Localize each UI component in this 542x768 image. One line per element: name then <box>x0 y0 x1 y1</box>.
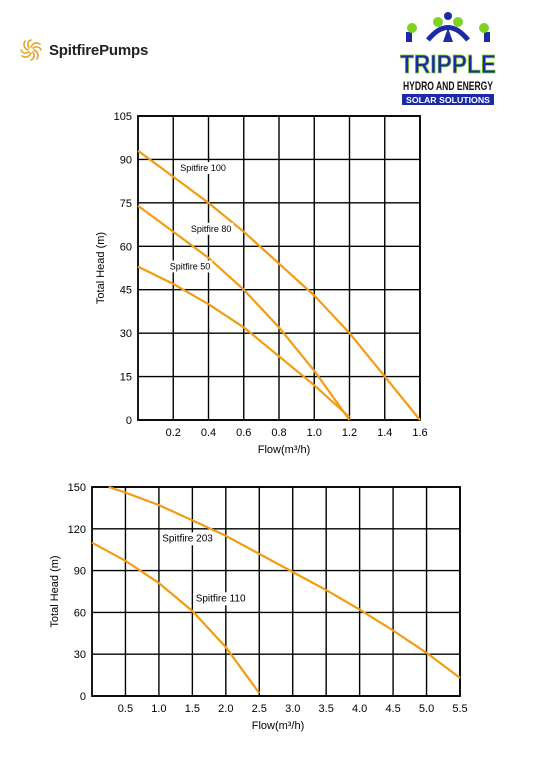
y-tick-label: 90 <box>74 566 86 578</box>
series-label: Spitfire 110 <box>196 593 246 604</box>
series-line-spitfire-100 <box>137 149 421 421</box>
x-tick-label: 5.5 <box>452 703 467 715</box>
logo-arc-icon <box>426 25 470 42</box>
chart-2-grid <box>92 486 461 697</box>
brand-name: SpitfirePumps <box>49 41 149 59</box>
x-tick-label: 2.5 <box>252 703 267 715</box>
chart-large-pumps: 0.5 1.0 1.5 2.0 2.5 3.0 3.5 4.0 4.5 5.0 5.5 0 30 60 90… <box>49 482 468 732</box>
series-label: Spitfire 100 <box>180 163 226 173</box>
y-tick-label: 120 <box>68 524 86 536</box>
series-label-bg <box>178 162 228 175</box>
series-label: Spitfire 203 <box>162 533 213 544</box>
chart-1-frame <box>137 115 421 421</box>
y-axis-label: Total Head (m) <box>95 232 107 304</box>
logo-green-dot-icon <box>407 23 417 33</box>
chart-small-pumps: 0.2 0.4 0.6 0.8 1.0 1.2 1.4 1.6 0 15 30 45 60 75 90 105… <box>95 111 428 456</box>
series-label-bg <box>193 592 248 606</box>
x-tick-label: 5.0 <box>419 703 434 715</box>
x-tick-label: 1.2 <box>342 427 357 439</box>
series-line-spitfire-203 <box>108 485 461 679</box>
y-tick-label: 75 <box>120 198 132 210</box>
series-label-bg <box>167 260 213 273</box>
series-line-spitfire-80 <box>137 204 351 421</box>
x-tick-label: 1.5 <box>185 703 200 715</box>
y-tick-label: 150 <box>68 482 86 494</box>
x-tick-label: 1.6 <box>412 427 427 439</box>
series-line-spitfire-110 <box>91 541 261 694</box>
x-axis-label: Flow(m³/h) <box>252 720 305 732</box>
series-line-spitfire-50 <box>137 265 351 418</box>
logo-line3: SOLAR SOLUTIONS <box>406 96 491 105</box>
series-label: Spitfire 80 <box>191 224 232 234</box>
x-tick-label: 2.0 <box>218 703 233 715</box>
series-label: Spitfire 50 <box>170 261 211 271</box>
y-tick-label: 60 <box>74 607 86 619</box>
y-tick-label: 15 <box>120 372 132 384</box>
x-tick-label: 3.5 <box>319 703 334 715</box>
x-axis-label: Flow(m³/h) <box>258 444 311 456</box>
brand: SpitfirePumps <box>18 38 148 62</box>
y-tick-label: 90 <box>120 154 132 166</box>
x-tick-label: 0.2 <box>166 427 181 439</box>
y-tick-label: 30 <box>120 328 132 340</box>
x-tick-label: 4.5 <box>385 703 400 715</box>
x-tick-label: 4.0 <box>352 703 367 715</box>
x-tick-label: 1.4 <box>377 427 392 439</box>
series-label-bg <box>188 222 234 235</box>
x-tick-label: 0.8 <box>271 427 286 439</box>
y-tick-label: 45 <box>120 285 132 297</box>
chart-2-frame <box>91 486 461 697</box>
logo-line2: HYDRO AND ENERGY <box>403 79 493 93</box>
y-tick-label: 105 <box>114 111 132 123</box>
x-tick-label: 0.6 <box>236 427 251 439</box>
series-label-bg <box>160 532 216 546</box>
y-tick-label: 0 <box>126 415 132 427</box>
y-tick-label: 0 <box>80 691 86 703</box>
logo-line1: TRIPPLE <box>400 49 496 79</box>
spitfire-swirl-icon <box>20 39 42 61</box>
x-tick-label: 3.0 <box>285 703 300 715</box>
y-tick-label: 30 <box>74 649 86 661</box>
x-tick-label: 0.4 <box>201 427 216 439</box>
y-axis-label: Total Head (m) <box>49 555 61 627</box>
y-tick-label: 60 <box>120 241 132 253</box>
x-tick-label: 1.0 <box>307 427 322 439</box>
x-tick-label: 1.0 <box>151 703 166 715</box>
tripple-hydro-logo: TRIPPLE HYDRO AND ENERGY SOLAR SOLUTIONS <box>400 12 496 105</box>
x-tick-label: 0.5 <box>118 703 133 715</box>
